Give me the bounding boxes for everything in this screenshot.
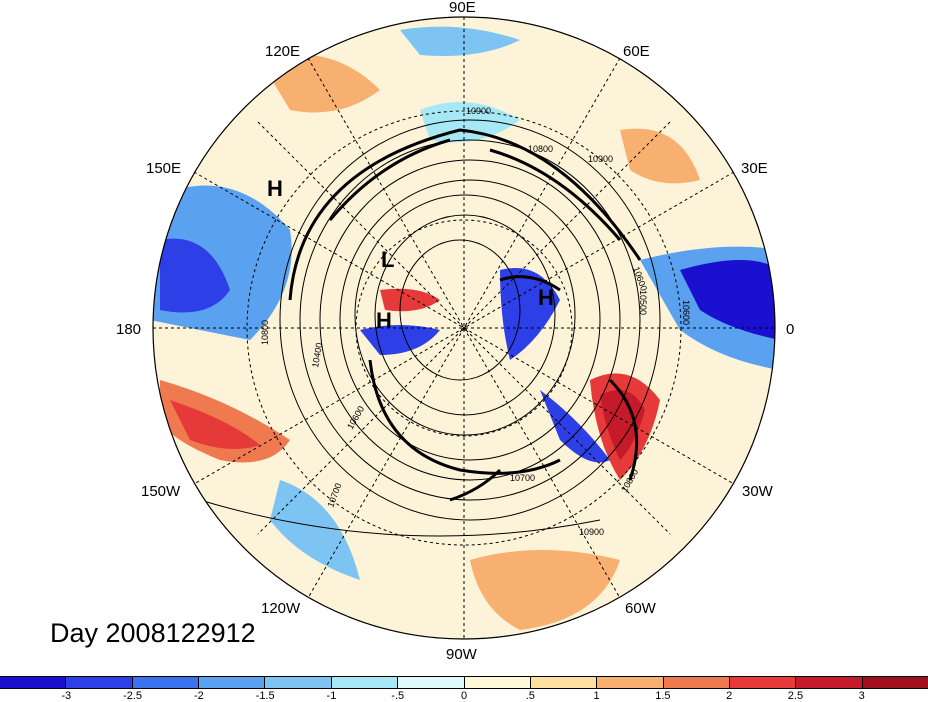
contour-label: 10900 [579, 527, 604, 537]
lon-label-180: 180 [116, 321, 141, 338]
lon-label-60w: 60W [625, 600, 657, 617]
colorbar-tick-label: 0 [460, 690, 468, 702]
lon-label-120w: 120W [261, 600, 301, 617]
low-pressure-marker: L [381, 247, 394, 272]
graticule [153, 17, 775, 639]
colorbar-tick-label: -3 [61, 690, 72, 702]
colorbar-segment [464, 677, 531, 688]
date-label: Day 2008122912 [50, 618, 256, 648]
lon-label-120e: 120E [265, 43, 300, 60]
colorbar-segment [132, 677, 200, 688]
contour-label: 10900 [466, 106, 491, 116]
contour-label: 10700 [510, 473, 535, 483]
colorbar-segment [66, 677, 133, 688]
colorbar-tick-label: 3 [858, 690, 865, 702]
colorbar-tick-label: 1.5 [655, 690, 671, 702]
contour-label: 10500 [638, 290, 648, 315]
high-pressure-marker: H [538, 285, 554, 310]
colorbar [0, 676, 928, 689]
colorbar-tick-label: -2.5 [123, 690, 143, 702]
colorbar-segment [199, 677, 266, 688]
colorbar-tick-label: -.5 [391, 690, 405, 702]
colorbar-segment [663, 677, 730, 688]
colorbar-segment [796, 677, 863, 688]
height-contours [199, 119, 661, 537]
lon-label-0: 0 [786, 321, 794, 338]
lon-label-90e: 90E [449, 0, 476, 16]
contour-label: 10800 [528, 144, 553, 154]
colorbar-segment [0, 677, 67, 688]
colorbar-tick-label: 2 [726, 690, 733, 702]
colorbar-tick-label: -1 [326, 690, 337, 702]
contour-label: 10800 [260, 320, 270, 345]
colorbar-segment [597, 677, 664, 688]
lon-label-90w: 90W [446, 646, 478, 663]
lon-label-30w: 30W [742, 483, 774, 500]
colorbar-tick-label: 2.5 [787, 690, 804, 702]
lon-label-150w: 150W [141, 483, 181, 500]
colorbar-tick-label: -2 [193, 690, 204, 702]
colorbar-segment [862, 677, 928, 688]
colorbar-tick-label: -1.5 [255, 690, 275, 702]
lon-label-60e: 60E [623, 43, 650, 60]
lon-label-30e: 30E [741, 160, 768, 177]
contour-label: 10900 [588, 154, 613, 164]
colorbar-segment [398, 677, 465, 688]
high-pressure-marker: H [376, 308, 392, 333]
colorbar-segment [530, 677, 598, 688]
contour-label: 10600 [681, 300, 691, 325]
colorbar-segment [729, 677, 797, 688]
colorbar-segment [265, 677, 332, 688]
colorbar-tick-label: 1 [593, 690, 600, 702]
contour-label: 10400 [310, 342, 324, 368]
colorbar-tick-label: .5 [525, 690, 535, 702]
lon-label-150e: 150E [146, 160, 181, 177]
map-border [152, 16, 776, 640]
high-pressure-marker: H [267, 176, 283, 201]
colorbar-segment [331, 677, 399, 688]
